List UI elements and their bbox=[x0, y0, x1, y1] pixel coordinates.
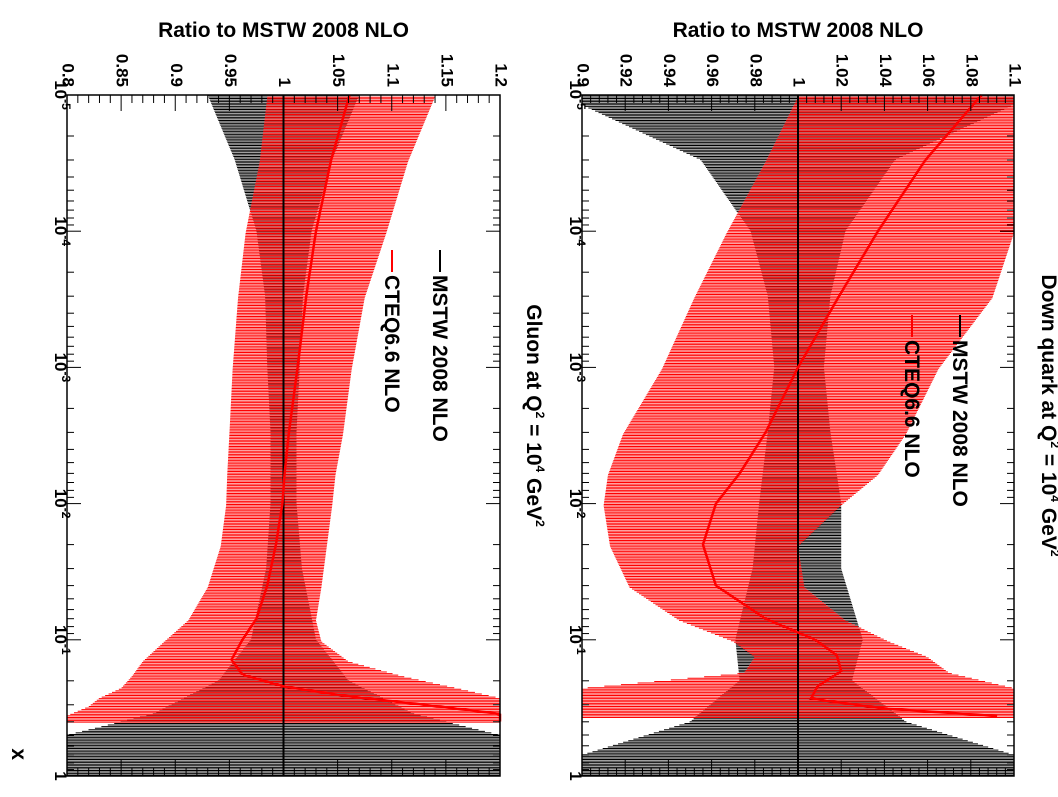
cteq-central-curve bbox=[701, 94, 998, 718]
y-tick-label: 1.08 bbox=[962, 54, 981, 87]
gluon-panel: 0.8 0.85 0.9 0.95 1 1.05 1.1 1.15 1.2 10… bbox=[7, 19, 547, 781]
legend-label-cteq: CTEQ6.6 NLO bbox=[380, 275, 403, 413]
y-tick-label: 0.95 bbox=[221, 54, 240, 87]
down-quark-panel-title: Down quark at Q2 = 104 GeV2 bbox=[1037, 274, 1058, 556]
gluon-legend: MSTW 2008 NLO CTEQ6.6 NLO bbox=[380, 250, 451, 442]
down-quark-y-axis-title: Ratio to MSTW 2008 NLO bbox=[673, 19, 924, 42]
gluon-ratio-curve bbox=[230, 94, 502, 722]
x-tick-label: 10-1 bbox=[51, 625, 73, 655]
gluon-panel-title: Gluon at Q2 = 104 GeV2 bbox=[522, 304, 547, 527]
x-tick-label: 10-5 bbox=[566, 80, 588, 110]
cteq-central-curve bbox=[230, 94, 502, 722]
x-tick-label: 1 bbox=[51, 771, 70, 780]
gluon-ticks bbox=[66, 94, 501, 776]
y-tick-label: 1 bbox=[275, 78, 294, 87]
x-tick-label: 1 bbox=[566, 771, 585, 780]
legend-label-mstw: MSTW 2008 NLO bbox=[428, 275, 451, 442]
y-tick-label: 1.1 bbox=[1006, 63, 1025, 87]
down-quark-x-tick-labels: 10-5 10-4 10-3 10-2 10-1 1 bbox=[566, 80, 588, 781]
gluon-y-tick-labels: 0.8 0.85 0.9 0.95 1 1.05 1.1 1.15 1.2 bbox=[59, 54, 511, 87]
y-tick-label: 0.85 bbox=[113, 54, 132, 87]
y-tick-label: 1.2 bbox=[492, 63, 511, 87]
y-tick-label: 0.94 bbox=[660, 54, 679, 88]
y-tick-label: 1.05 bbox=[329, 54, 348, 87]
y-tick-label: 1.04 bbox=[876, 54, 895, 88]
x-tick-label: 10-3 bbox=[51, 353, 73, 383]
y-tick-label: 1.1 bbox=[383, 63, 402, 87]
x-tick-label: 10-1 bbox=[566, 625, 588, 655]
y-tick-label: 0.8 bbox=[59, 63, 78, 87]
x-tick-label: 10-3 bbox=[566, 353, 588, 383]
legend-label-cteq: CTEQ6.6 NLO bbox=[900, 340, 923, 478]
y-tick-label: 1.15 bbox=[437, 54, 456, 87]
y-tick-label: 0.92 bbox=[617, 54, 636, 87]
down-quark-legend: MSTW 2008 NLO CTEQ6.6 NLO bbox=[900, 315, 971, 507]
gluon-y-axis-title: Ratio to MSTW 2008 NLO bbox=[158, 19, 409, 42]
x-tick-label: 10-4 bbox=[51, 216, 73, 246]
x-tick-label: 10-4 bbox=[566, 216, 588, 246]
x-tick-label: 10-5 bbox=[51, 80, 73, 110]
legend-label-mstw: MSTW 2008 NLO bbox=[948, 340, 971, 507]
down-quark-ratio-curve bbox=[701, 94, 998, 718]
y-tick-label: 0.9 bbox=[574, 63, 593, 87]
x-axis-title: x bbox=[7, 748, 30, 760]
down-quark-y-tick-labels: 0.9 0.92 0.94 0.96 0.98 1 1.02 1.04 1.06… bbox=[574, 54, 1025, 88]
y-tick-label: 0.96 bbox=[703, 54, 722, 87]
x-tick-label: 10-2 bbox=[566, 489, 588, 519]
gluon-x-tick-labels: 10-5 10-4 10-3 10-2 10-1 1 bbox=[51, 80, 73, 781]
y-tick-label: 1 bbox=[790, 78, 809, 87]
x-tick-label: 10-2 bbox=[51, 489, 73, 519]
y-tick-label: 0.9 bbox=[167, 63, 186, 87]
y-tick-label: 1.02 bbox=[833, 54, 852, 87]
y-tick-label: 0.98 bbox=[746, 54, 765, 87]
down-quark-panel: 0.9 0.92 0.94 0.96 0.98 1 1.02 1.04 1.06… bbox=[566, 19, 1058, 781]
down-quark-ticks bbox=[581, 94, 1015, 776]
y-tick-label: 1.06 bbox=[919, 54, 938, 87]
